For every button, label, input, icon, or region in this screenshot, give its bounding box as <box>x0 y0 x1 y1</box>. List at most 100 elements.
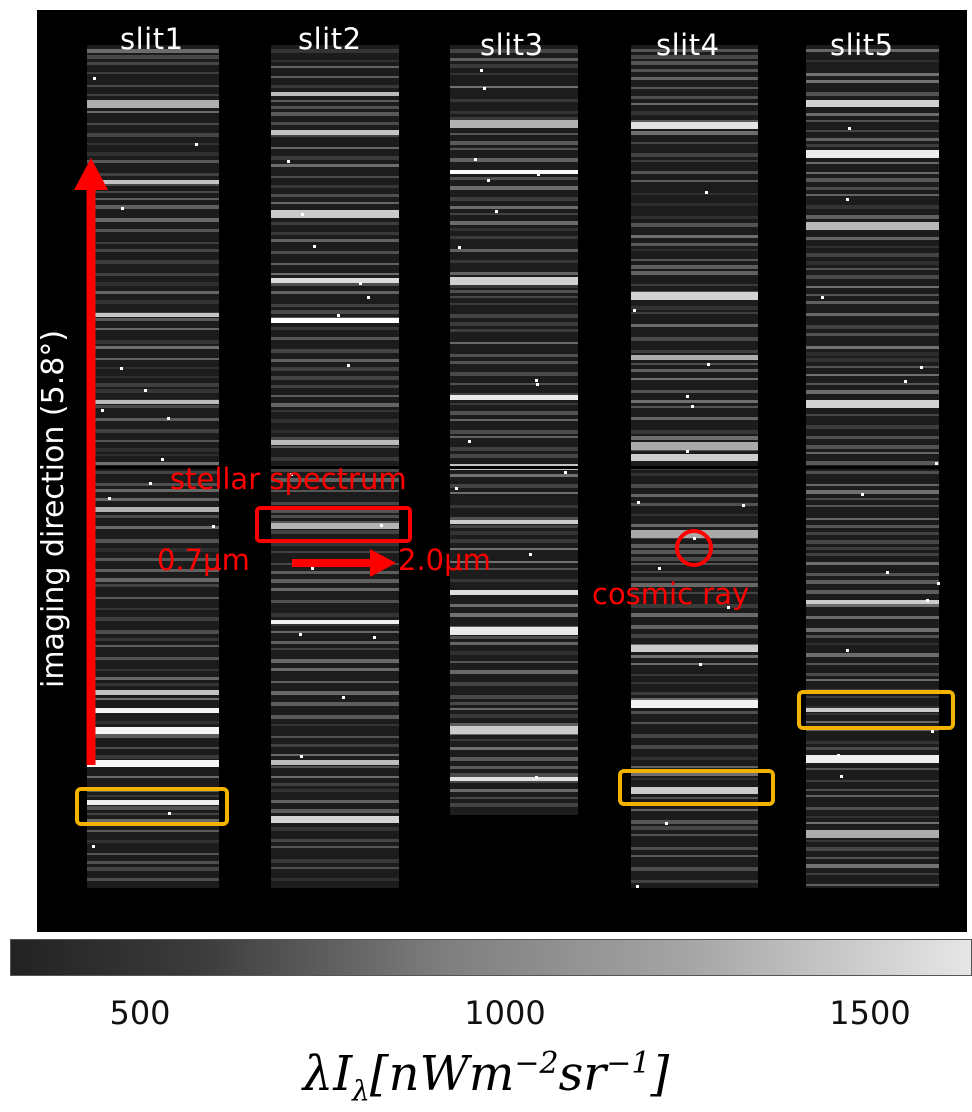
spectral-line <box>87 515 219 518</box>
spectral-line <box>450 290 578 293</box>
spectral-line <box>271 60 399 62</box>
spectral-line <box>271 783 399 786</box>
spectral-line <box>271 867 399 869</box>
hot-pixel <box>301 213 304 216</box>
hot-pixel <box>483 87 486 90</box>
spectral-line <box>450 206 578 209</box>
spectral-line <box>87 143 219 145</box>
hot-pixel <box>846 198 849 201</box>
imaging-direction-label: imaging direction (5.8°) <box>36 329 71 688</box>
spectral-line <box>271 112 399 116</box>
spectral-line <box>806 461 939 465</box>
wavelength-start-label: 0.7μm <box>157 543 250 577</box>
spectral-line <box>450 383 578 385</box>
spectral-line <box>631 180 758 182</box>
spectral-line <box>806 747 939 750</box>
bright-spectral-line <box>87 708 219 713</box>
spectral-line <box>450 158 578 162</box>
hot-pixel <box>120 367 123 370</box>
spectral-line <box>806 194 939 196</box>
hot-pixel <box>727 606 730 609</box>
bright-spectral-line <box>271 816 399 823</box>
spectral-line <box>271 66 399 68</box>
spectral-line <box>806 721 939 723</box>
spectral-line <box>631 571 758 573</box>
spectral-line <box>806 673 939 676</box>
spectral-line <box>806 816 939 818</box>
spectral-line <box>450 682 578 686</box>
spectral-line <box>87 405 219 408</box>
spectral-line <box>271 164 399 167</box>
hot-pixel <box>529 553 532 556</box>
spectral-line <box>271 359 399 362</box>
spectral-line <box>450 505 578 508</box>
spectral-line <box>450 548 578 550</box>
spectral-line <box>806 471 939 474</box>
spectral-line <box>271 478 399 482</box>
spectral-line <box>450 642 578 645</box>
spectral-line <box>87 205 219 209</box>
hot-pixel <box>455 487 458 490</box>
spectral-line <box>87 249 219 252</box>
spectral-line <box>87 638 219 641</box>
hot-pixel <box>633 309 636 312</box>
spectral-line <box>271 809 399 813</box>
spectral-line <box>631 103 758 105</box>
spectral-line <box>806 374 939 376</box>
bright-spectral-line <box>271 523 399 529</box>
spectral-line <box>450 561 578 563</box>
bright-spectral-line <box>631 700 758 708</box>
spectral-line <box>87 367 219 369</box>
spectral-line <box>87 776 219 778</box>
bright-spectral-line <box>87 313 219 317</box>
spectral-line <box>450 49 578 53</box>
spectral-line <box>631 417 758 420</box>
hot-pixel <box>93 77 96 80</box>
hot-pixel <box>121 207 124 210</box>
spectral-line <box>271 430 399 433</box>
spectral-line <box>631 400 758 403</box>
spectral-line <box>450 747 578 750</box>
spectral-line <box>631 880 758 883</box>
bright-spectral-line <box>450 395 578 400</box>
spectral-line <box>631 583 758 587</box>
spectral-line <box>87 72 219 74</box>
spectral-line <box>631 722 758 724</box>
spectral-line <box>806 92 939 96</box>
spectral-line <box>271 457 399 461</box>
spectral-line <box>450 141 578 145</box>
spectral-line <box>631 757 758 760</box>
spectral-line <box>631 223 758 227</box>
spectral-line <box>806 679 939 681</box>
hot-pixel <box>691 405 694 408</box>
spectral-line <box>631 49 758 52</box>
spectral-line <box>271 291 399 294</box>
spectral-line <box>271 659 399 663</box>
spectral-line <box>87 218 219 222</box>
spectral-line <box>87 471 219 474</box>
spectral-line <box>631 96 758 99</box>
spectral-line <box>271 641 399 644</box>
spectral-line <box>631 55 758 59</box>
spectral-line <box>87 160 219 163</box>
spectral-line <box>450 73 578 75</box>
spectral-line <box>806 436 939 439</box>
spectral-line <box>271 251 399 254</box>
spectral-line <box>806 780 939 782</box>
spectral-line <box>271 122 399 125</box>
spectral-line <box>806 130 939 132</box>
hot-pixel <box>108 497 111 500</box>
spectral-line <box>631 473 758 476</box>
spectral-line <box>450 531 578 535</box>
spectral-line <box>87 795 219 797</box>
spectral-line <box>450 354 578 357</box>
hot-pixel <box>926 599 929 602</box>
bright-spectral-line <box>271 278 399 283</box>
spectral-line <box>87 548 219 552</box>
spectral-line <box>87 683 219 686</box>
spectral-line <box>450 484 578 488</box>
spectral-line <box>631 514 758 516</box>
spectral-line <box>806 580 939 584</box>
spectral-line <box>806 643 939 645</box>
spectral-line <box>450 372 578 376</box>
